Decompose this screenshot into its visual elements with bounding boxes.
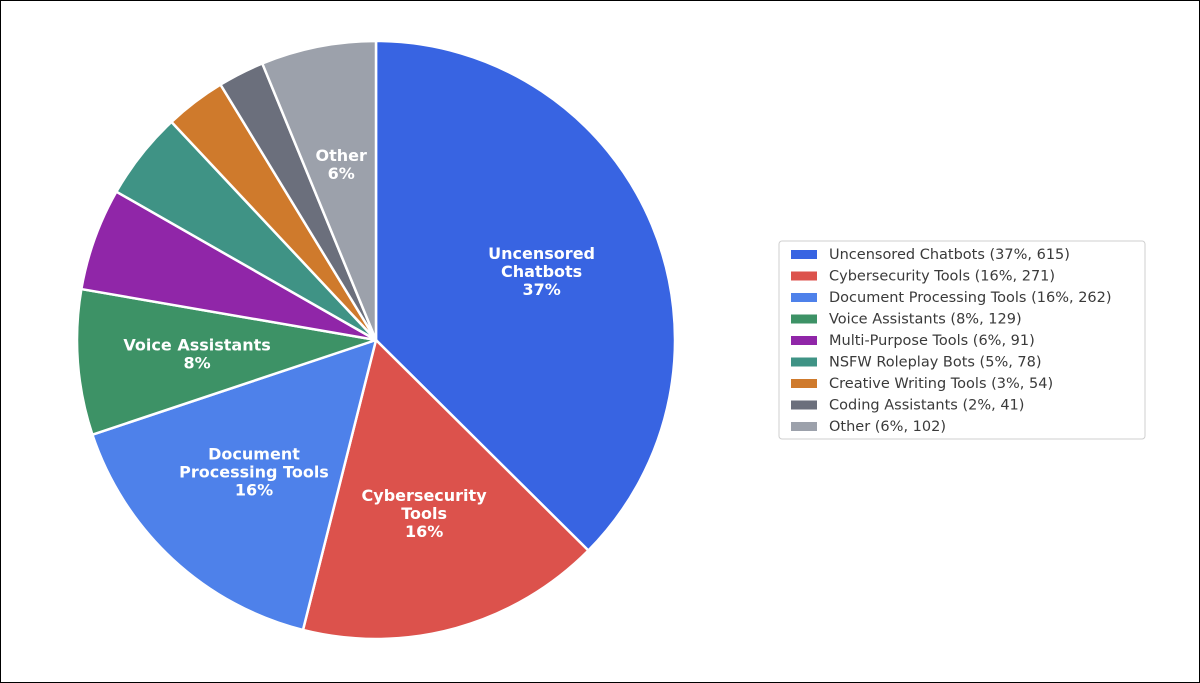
slice-labels: Uncensored Chatbots 37% Cybersecurity Tools 1… (123, 146, 595, 541)
legend-label-other: Other (6%, 102) (829, 419, 946, 435)
pie-slice-cybersecurity-tools (301, 338, 590, 641)
legend-swatch-nsfw-roleplay-bots (791, 357, 817, 367)
legend-box (778, 240, 1146, 440)
legend-swatch-creative-writing-tools (791, 379, 817, 388)
legend-swatch-coding-assistants (791, 400, 817, 410)
slice-label-document-processing-tools: Document Processing Tools 16% (179, 445, 329, 500)
legend-label-nsfw-roleplay-bots: NSFW Roleplay Bots (5%, 78) (829, 355, 1042, 371)
pie-slice-uncensored-chatbots (374, 39, 677, 552)
legend-swatch-cybersecurity-tools (791, 271, 817, 281)
legend-swatch-voice-assistants (791, 314, 817, 324)
legend-swatch-document-processing-tools (791, 293, 817, 302)
legend-items: Uncensored Chatbots (37%, 615) Cybersecur… (791, 247, 1112, 435)
legend-label-creative-writing-tools: Creative Writing Tools (3%, 54) (829, 376, 1053, 392)
legend-swatch-multi-purpose-tools (791, 336, 817, 345)
pie-slice-other (261, 39, 378, 342)
pie-slices (75, 39, 677, 641)
legend-label-cybersecurity-tools: Cybersecurity Tools (16%, 271) (829, 269, 1055, 285)
pie-slice-voice-assistants (75, 287, 378, 436)
legend-label-voice-assistants: Voice Assistants (8%, 129) (829, 312, 1022, 328)
pie-slice-document-processing-tools (91, 338, 378, 632)
legend-swatch-other (791, 422, 817, 431)
legend-label-uncensored-chatbots: Uncensored Chatbots (37%, 615) (829, 247, 1070, 263)
legend-swatch-uncensored-chatbots (791, 250, 817, 259)
slice-label-uncensored-chatbots: Uncensored Chatbots 37% (488, 244, 595, 299)
slice-label-cybersecurity-tools: Cybersecurity Tools 16% (362, 486, 488, 541)
slice-label-voice-assistants: Voice Assistants 8% (123, 336, 270, 373)
legend-label-coding-assistants: Coding Assistants (2%, 41) (829, 398, 1024, 414)
legend-label-multi-purpose-tools: Multi-Purpose Tools (6%, 91) (829, 333, 1035, 349)
legend: Uncensored Chatbots (37%, 615) Cybersecur… (778, 240, 1146, 440)
slice-label-other: Other 6% (316, 146, 367, 183)
legend-label-document-processing-tools: Document Processing Tools (16%, 262) (829, 290, 1112, 306)
